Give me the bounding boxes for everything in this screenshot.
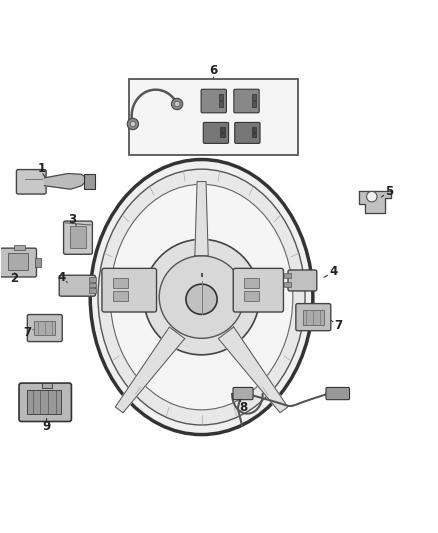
Circle shape xyxy=(127,118,138,130)
Bar xyxy=(84,174,95,189)
Bar xyxy=(42,383,52,388)
Ellipse shape xyxy=(186,284,217,314)
FancyBboxPatch shape xyxy=(326,387,350,400)
Text: 7: 7 xyxy=(23,326,31,340)
Bar xyxy=(220,127,225,132)
Circle shape xyxy=(367,191,377,202)
Ellipse shape xyxy=(110,184,293,410)
Bar xyxy=(130,79,297,155)
Polygon shape xyxy=(195,182,208,256)
FancyBboxPatch shape xyxy=(234,89,259,113)
Text: 5: 5 xyxy=(385,185,393,198)
FancyBboxPatch shape xyxy=(59,275,95,296)
FancyBboxPatch shape xyxy=(19,383,71,422)
Circle shape xyxy=(171,98,183,110)
Circle shape xyxy=(174,101,180,107)
FancyBboxPatch shape xyxy=(102,268,156,312)
FancyBboxPatch shape xyxy=(27,314,62,342)
FancyBboxPatch shape xyxy=(203,123,229,143)
Ellipse shape xyxy=(98,169,305,425)
FancyBboxPatch shape xyxy=(201,89,226,113)
Bar xyxy=(252,133,256,138)
Bar xyxy=(252,127,256,132)
Bar xyxy=(219,101,223,107)
Text: 8: 8 xyxy=(239,401,247,414)
Bar xyxy=(303,310,324,325)
Bar xyxy=(89,277,96,282)
Text: 2: 2 xyxy=(11,272,19,285)
Bar xyxy=(285,282,290,287)
Text: 4: 4 xyxy=(58,271,66,284)
Bar xyxy=(14,245,25,250)
Polygon shape xyxy=(219,327,288,413)
Bar xyxy=(244,292,259,301)
Polygon shape xyxy=(115,327,185,413)
Ellipse shape xyxy=(159,256,244,338)
Bar xyxy=(244,278,259,288)
FancyBboxPatch shape xyxy=(288,270,317,291)
Ellipse shape xyxy=(144,239,259,355)
Bar xyxy=(113,278,128,288)
Bar xyxy=(35,258,41,266)
FancyBboxPatch shape xyxy=(0,248,36,277)
Bar xyxy=(219,94,223,100)
Polygon shape xyxy=(44,174,88,189)
Text: 6: 6 xyxy=(209,64,217,77)
Bar xyxy=(8,253,28,270)
Bar xyxy=(252,101,256,107)
Ellipse shape xyxy=(90,159,313,434)
Text: 4: 4 xyxy=(329,265,338,278)
FancyBboxPatch shape xyxy=(233,387,253,400)
Bar xyxy=(252,94,256,100)
Text: 1: 1 xyxy=(37,162,46,175)
Bar xyxy=(34,321,55,335)
Bar xyxy=(27,390,61,414)
Bar xyxy=(113,292,128,301)
Text: 9: 9 xyxy=(42,420,51,433)
Text: 7: 7 xyxy=(335,319,343,332)
FancyBboxPatch shape xyxy=(235,123,260,143)
FancyBboxPatch shape xyxy=(296,304,331,330)
Polygon shape xyxy=(359,191,392,213)
Bar xyxy=(220,133,225,138)
Bar xyxy=(89,288,96,293)
FancyBboxPatch shape xyxy=(233,268,283,312)
Circle shape xyxy=(130,122,135,126)
Bar xyxy=(70,227,86,248)
Bar xyxy=(285,273,290,278)
FancyBboxPatch shape xyxy=(64,221,92,254)
Text: 3: 3 xyxy=(68,213,76,226)
Bar xyxy=(89,282,96,287)
FancyBboxPatch shape xyxy=(16,169,46,194)
